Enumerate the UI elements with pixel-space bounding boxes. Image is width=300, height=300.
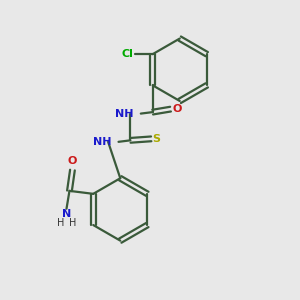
Text: Cl: Cl bbox=[122, 49, 134, 59]
Text: S: S bbox=[153, 134, 161, 144]
Text: O: O bbox=[172, 104, 182, 114]
Text: NH: NH bbox=[93, 137, 111, 147]
Text: NH: NH bbox=[115, 109, 134, 118]
Text: O: O bbox=[68, 156, 77, 166]
Text: H: H bbox=[69, 218, 76, 228]
Text: N: N bbox=[62, 209, 71, 219]
Text: H: H bbox=[57, 218, 64, 228]
